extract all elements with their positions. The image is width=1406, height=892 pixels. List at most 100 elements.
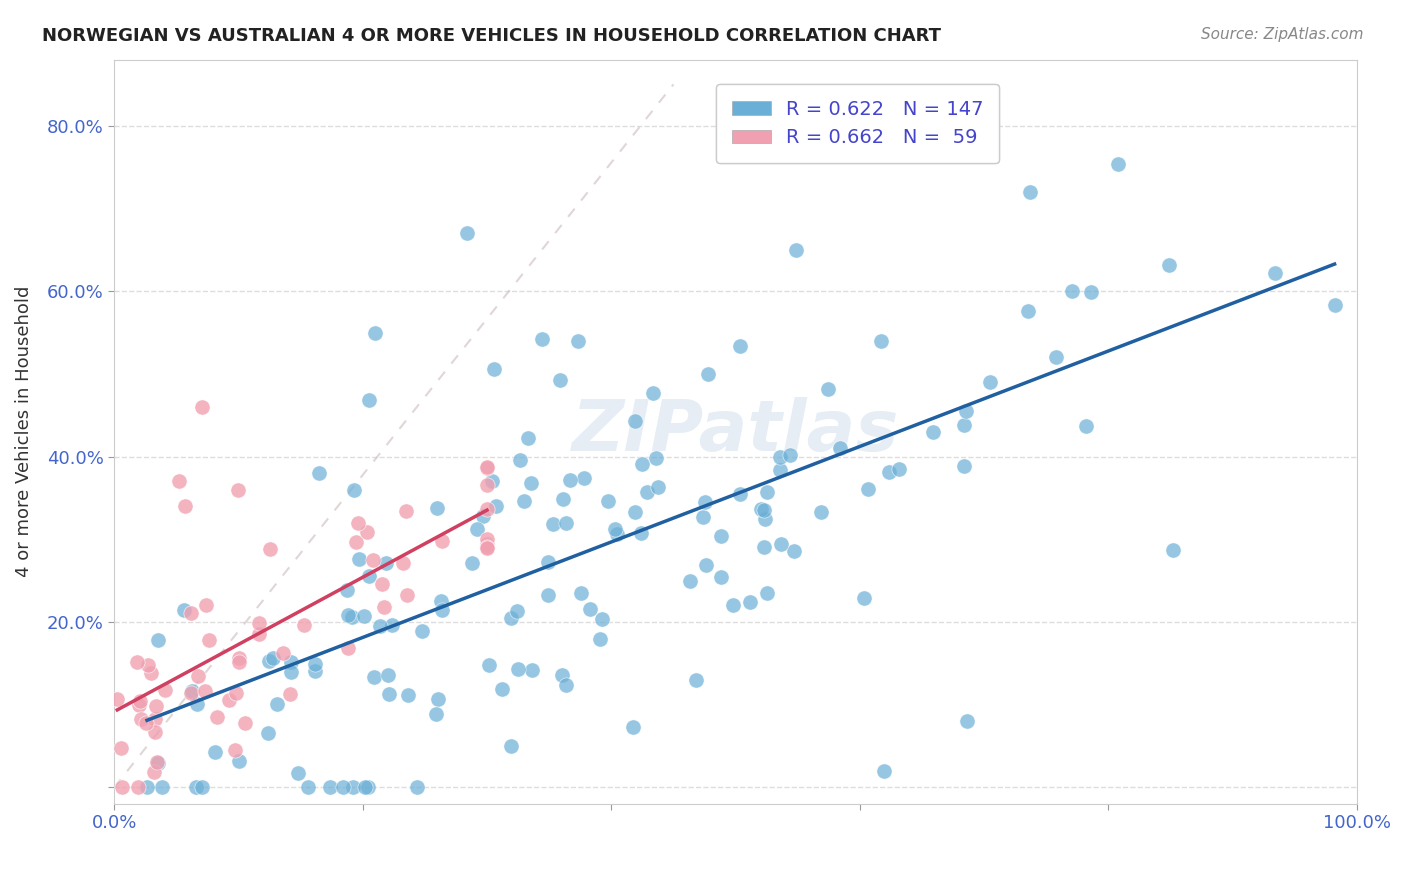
- Point: [347, 516, 370, 530]
- Point: [756, 485, 779, 500]
- Point: [1080, 285, 1102, 299]
- Point: [738, 595, 761, 609]
- Point: [181, 684, 204, 698]
- Point: [631, 457, 654, 471]
- Point: [361, 552, 384, 566]
- Point: [475, 537, 498, 551]
- Point: [1264, 266, 1286, 280]
- Point: [173, 603, 195, 617]
- Point: [280, 687, 302, 701]
- Point: [543, 516, 565, 531]
- Point: [247, 615, 270, 630]
- Point: [783, 544, 806, 558]
- Point: [693, 495, 716, 509]
- Point: [537, 555, 560, 569]
- Point: [280, 655, 302, 669]
- Point: [377, 687, 399, 701]
- Point: [853, 591, 876, 606]
- Point: [509, 453, 531, 467]
- Point: [645, 451, 668, 466]
- Point: [551, 491, 574, 506]
- Point: [425, 707, 447, 722]
- Point: [174, 500, 197, 514]
- Point: [721, 599, 744, 613]
- Point: [430, 603, 453, 617]
- Point: [336, 583, 359, 598]
- Point: [136, 780, 159, 795]
- Point: [475, 501, 498, 516]
- Point: [1107, 157, 1129, 171]
- Point: [266, 697, 288, 711]
- Point: [143, 712, 166, 726]
- Point: [226, 483, 249, 497]
- Point: [756, 585, 779, 599]
- Text: NORWEGIAN VS AUSTRALIAN 4 OR MORE VEHICLES IN HOUSEHOLD CORRELATION CHART: NORWEGIAN VS AUSTRALIAN 4 OR MORE VEHICL…: [42, 27, 941, 45]
- Point: [204, 745, 226, 759]
- Point: [205, 710, 228, 724]
- Point: [567, 334, 589, 348]
- Point: [218, 693, 240, 707]
- Point: [228, 754, 250, 768]
- Point: [554, 678, 576, 692]
- Point: [228, 655, 250, 669]
- Point: [695, 558, 717, 572]
- Point: [624, 414, 647, 428]
- Point: [228, 650, 250, 665]
- Point: [377, 667, 399, 681]
- Point: [603, 523, 626, 537]
- Point: [475, 477, 498, 491]
- Point: [887, 462, 910, 476]
- Point: [136, 657, 159, 672]
- Point: [194, 683, 217, 698]
- Point: [187, 669, 209, 683]
- Point: [363, 670, 385, 684]
- Point: [308, 466, 330, 480]
- Point: [623, 505, 645, 519]
- Point: [405, 780, 427, 795]
- Point: [953, 418, 976, 433]
- Point: [709, 570, 731, 584]
- Point: [127, 655, 149, 669]
- Point: [141, 665, 163, 680]
- Point: [779, 449, 801, 463]
- Point: [697, 367, 720, 381]
- Point: [357, 393, 380, 408]
- Point: [292, 618, 315, 632]
- Point: [257, 725, 280, 739]
- Point: [127, 780, 149, 795]
- Point: [810, 505, 832, 519]
- Point: [643, 385, 665, 400]
- Point: [359, 569, 381, 583]
- Point: [191, 400, 214, 414]
- Point: [411, 624, 433, 638]
- Point: [636, 485, 658, 500]
- Point: [475, 461, 498, 475]
- Legend: R = 0.622   N = 147, R = 0.662   N =  59: R = 0.622 N = 147, R = 0.662 N = 59: [716, 84, 1000, 163]
- Point: [336, 640, 359, 655]
- Point: [145, 699, 167, 714]
- Point: [606, 527, 628, 541]
- Point: [505, 604, 527, 618]
- Point: [520, 475, 543, 490]
- Point: [769, 537, 792, 551]
- Point: [354, 780, 377, 795]
- Point: [342, 780, 364, 795]
- Point: [461, 556, 484, 570]
- Point: [569, 585, 592, 599]
- Point: [485, 500, 508, 514]
- Point: [621, 720, 644, 734]
- Point: [197, 632, 219, 647]
- Point: [271, 646, 294, 660]
- Point: [513, 493, 536, 508]
- Point: [259, 541, 281, 556]
- Point: [1017, 303, 1039, 318]
- Point: [430, 593, 453, 607]
- Point: [1019, 185, 1042, 199]
- Point: [979, 375, 1001, 389]
- Point: [922, 425, 945, 439]
- Point: [224, 743, 246, 757]
- Point: [143, 765, 166, 780]
- Point: [395, 588, 418, 602]
- Point: [679, 574, 702, 588]
- Point: [395, 504, 418, 518]
